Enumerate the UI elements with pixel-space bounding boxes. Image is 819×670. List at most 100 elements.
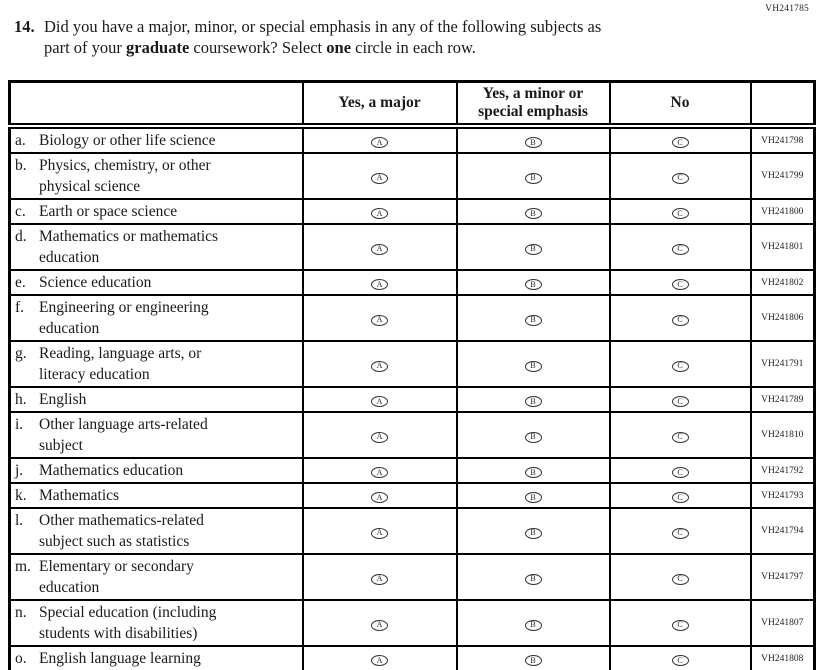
option-bubble-c[interactable]: C [671,467,689,478]
row-label-text: Mathematics [39,487,120,504]
row-label-cell: g. Reading, language arts, or literacy ed… [8,340,304,388]
table-row: j. Mathematics education A B C VH241792 [8,457,816,484]
option-bubble-a[interactable]: A [371,467,388,478]
option-bubble-b[interactable]: B [524,619,542,631]
row-label-cell: c. Earth or space science [8,198,304,225]
option-cell-a: A [301,340,458,388]
row-letter: l. [15,512,24,529]
option-cell-a: A [301,269,458,296]
row-label: j. Mathematics education [15,460,298,481]
option-cell-c: C [608,645,752,670]
row-label: d. Mathematics or mathematics education [15,226,298,268]
option-bubble-b[interactable]: B [524,431,542,443]
option-cell-a: A [301,507,458,555]
option-bubble-a[interactable]: A [371,279,388,290]
question-text-segment: Did you have a major, minor, or special … [44,17,602,36]
option-bubble-c[interactable]: C [671,137,689,148]
option-bubble-c[interactable]: C [671,243,689,255]
option-bubble-b[interactable]: B [524,208,542,219]
option-cell-b: B [455,269,611,296]
option-bubble-a[interactable]: A [371,655,388,666]
row-label: f. Engineering or engineering education [15,297,298,339]
option-bubble-c[interactable]: C [671,314,689,326]
option-cell-b: B [455,482,611,509]
option-bubble-b[interactable]: B [524,172,542,184]
row-letter: m. [15,558,31,575]
row-letter: j. [15,462,24,479]
row-letter: c. [15,203,26,220]
row-code: VH241800 [749,198,816,225]
question-block: 14. Did you have a major, minor, or spec… [14,16,714,58]
row-label-cell: o. English language learning [8,645,304,670]
row-label-cell: m. Elementary or secondary education [8,553,304,601]
option-cell-c: C [608,553,752,601]
option-bubble-a[interactable]: A [371,431,388,443]
option-bubble-b[interactable]: B [524,655,542,666]
option-bubble-c[interactable]: C [671,527,689,539]
row-label-text: English language learning [39,650,201,667]
option-cell-c: C [608,411,752,459]
option-bubble-b[interactable]: B [524,314,542,326]
row-label: i. Other language arts-related subject [15,414,298,456]
option-bubble-a[interactable]: A [371,573,388,585]
header-code [749,80,816,129]
option-bubble-c[interactable]: C [671,172,689,184]
option-bubble-c[interactable]: C [671,655,689,666]
option-cell-b: B [455,507,611,555]
row-label: m. Elementary or secondary education [15,556,298,598]
option-bubble-c[interactable]: C [671,573,689,585]
row-code: VH241794 [749,507,816,555]
row-code: VH241789 [749,386,816,413]
option-bubble-a[interactable]: A [371,619,388,631]
option-bubble-c[interactable]: C [671,208,689,219]
option-bubble-b[interactable]: B [524,527,542,539]
option-bubble-b[interactable]: B [524,492,542,503]
row-label-text: Biology or other life science [39,132,216,149]
row-label-text: Elementary or secondary education [39,558,194,596]
option-bubble-a[interactable]: A [371,360,388,372]
table-row: a. Biology or other life science A B C VH2417… [8,125,816,154]
option-bubble-c[interactable]: C [671,431,689,443]
option-bubble-a[interactable]: A [371,208,388,219]
option-bubble-a[interactable]: A [371,172,388,184]
option-cell-c: C [608,269,752,296]
row-letter: a. [15,132,26,149]
option-cell-b: B [455,386,611,413]
header-subject [8,80,304,129]
option-bubble-a[interactable]: A [371,396,388,407]
option-bubble-b[interactable]: B [524,137,542,148]
table-row: b. Physics, chemistry, or other physical … [8,152,816,200]
option-cell-b: B [455,411,611,459]
option-bubble-c[interactable]: C [671,360,689,372]
table-row: d. Mathematics or mathematics education A B… [8,223,816,271]
question-text-segment: one [326,38,352,57]
option-bubble-b[interactable]: B [524,573,542,585]
row-letter: h. [15,391,27,408]
row-letter: e. [15,274,26,291]
option-bubble-c[interactable]: C [671,396,689,407]
option-bubble-b[interactable]: B [524,279,542,290]
option-bubble-a[interactable]: A [371,527,388,539]
option-bubble-b[interactable]: B [524,396,542,407]
row-label-text: Physics, chemistry, or other physical sc… [39,157,211,195]
option-cell-b: B [455,294,611,342]
row-label-cell: j. Mathematics education [8,457,304,484]
option-bubble-a[interactable]: A [371,492,388,503]
option-bubble-a[interactable]: A [371,137,388,148]
table-row: o. English language learning A B C VH241808 [8,645,816,670]
option-bubble-b[interactable]: B [524,467,542,478]
table-row: c. Earth or space science A B C VH241800 [8,198,816,225]
option-bubble-c[interactable]: C [671,492,689,503]
row-label-cell: a. Biology or other life science [8,125,304,154]
option-bubble-c[interactable]: C [671,619,689,631]
option-cell-b: B [455,599,611,647]
row-letter: g. [15,345,27,362]
option-bubble-b[interactable]: B [524,360,542,372]
option-bubble-c[interactable]: C [671,279,689,290]
option-cell-a: A [301,599,458,647]
option-bubble-a[interactable]: A [371,243,388,255]
option-bubble-b[interactable]: B [524,243,542,255]
row-label-text: Other mathematics-related subject such a… [39,512,204,550]
option-bubble-a[interactable]: A [371,314,388,326]
